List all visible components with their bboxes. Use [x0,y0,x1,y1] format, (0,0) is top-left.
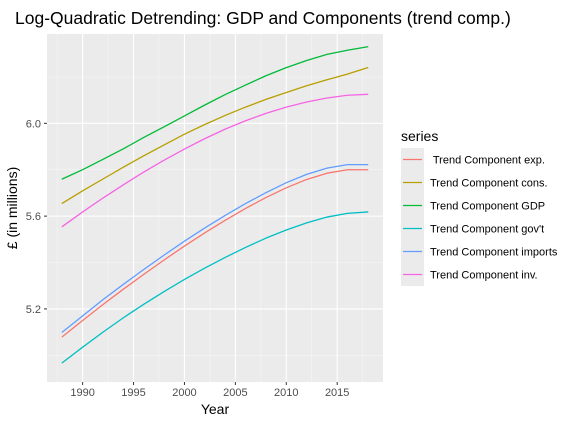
series-line-5 [61,93,369,228]
plot-panel [47,34,383,382]
x-tick-label: 2015 [325,387,349,399]
x-tick-label: 1990 [70,387,94,399]
legend-label: Trend Component inv. [430,270,538,282]
legend-label: Trend Component cons. [430,178,548,190]
chart-title: Log-Quadratic Detrending: GDP and Compon… [15,8,511,28]
series-line-3 [61,211,369,364]
x-tick-label: 2005 [223,387,247,399]
series-lines [61,46,369,364]
legend: series Trend Component exp.Trend Compone… [401,128,558,286]
series-line-1 [61,66,369,205]
y-axis-label: £ (in millions) [4,167,20,249]
y-tick-label: 5.6 [26,211,41,223]
major-gridlines [47,34,383,382]
legend-label: Trend Component imports [430,247,558,259]
x-tick-label: 2000 [172,387,196,399]
y-tick-label: 5.2 [26,304,41,316]
legend-title: series [401,128,438,144]
x-axis-label: Year [201,401,230,417]
series-line-2 [61,46,369,180]
axis-ticks [44,122,338,385]
series-line-4 [61,163,369,333]
x-tick-label: 2010 [274,387,298,399]
tick-labels: 1990 1995 2000 2005 2010 2015 5.2 5.6 6.0 [26,118,350,399]
legend-label: Trend Component GDP [430,201,545,213]
x-tick-label: 1995 [121,387,145,399]
legend-label: Trend Component exp. [430,155,545,167]
y-tick-label: 6.0 [26,118,41,130]
legend-items: Trend Component exp. Trend Component cons… [401,148,558,286]
series-line-0 [61,169,369,338]
legend-label: Trend Component gov't [430,224,544,236]
